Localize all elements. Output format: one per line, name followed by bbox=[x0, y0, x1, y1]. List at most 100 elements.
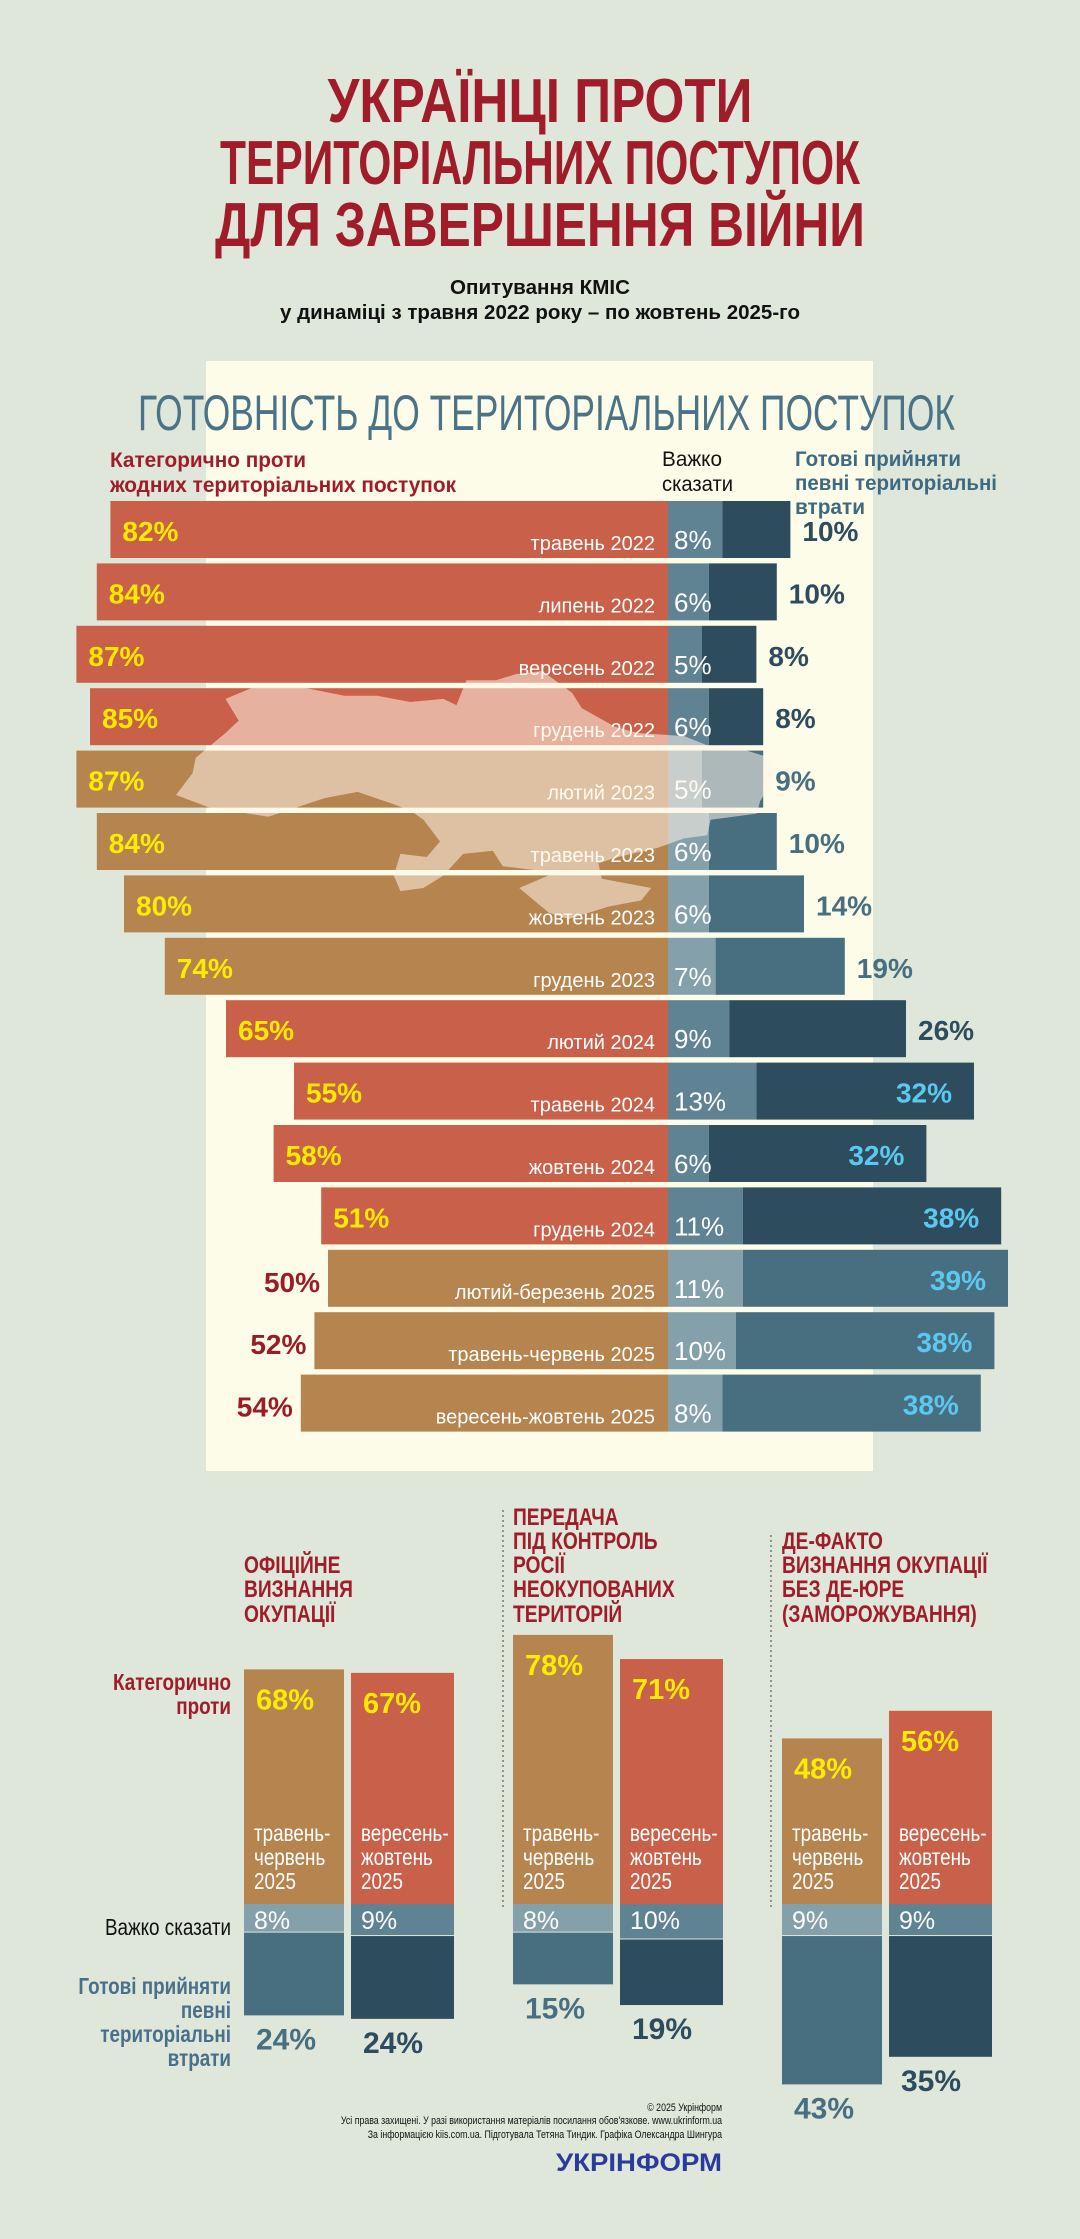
group-title-line: ВИЗНАННЯ ОКУПАЦІЇ bbox=[782, 1551, 988, 1579]
bar-hard-to-say bbox=[513, 1904, 613, 1932]
ukraine-map-icon bbox=[176, 671, 774, 919]
against-value-label: 58% bbox=[286, 1140, 342, 1171]
bar-against bbox=[620, 1659, 723, 1904]
hard-value-label: 8% bbox=[254, 1907, 290, 1935]
bar-against bbox=[273, 1125, 668, 1182]
bar-hard-to-say bbox=[668, 1125, 709, 1182]
ready-value-label: 38% bbox=[903, 1390, 959, 1421]
against-value-label: 78% bbox=[525, 1650, 583, 1682]
against-value-label: 51% bbox=[333, 1202, 389, 1233]
ready-value-label: 19% bbox=[857, 953, 913, 984]
group-title-line: БЕЗ ДЕ-ЮРЕ bbox=[782, 1575, 904, 1603]
bar-ready bbox=[722, 1374, 981, 1432]
bar-ready bbox=[620, 1939, 723, 2006]
ready-value-label: 8% bbox=[768, 641, 809, 672]
hard-value-label: 6% bbox=[674, 1149, 712, 1179]
bar-ready bbox=[702, 625, 757, 683]
ready-value-label: 24% bbox=[256, 2023, 316, 2056]
rights-notice: Усі права захищені. У разі використання … bbox=[341, 2115, 723, 2127]
legend-line: сказати bbox=[662, 473, 733, 496]
bar-hard-to-say bbox=[668, 937, 716, 995]
period-label-line: вересень- bbox=[899, 1821, 987, 1846]
bar-ready bbox=[244, 1932, 344, 2016]
period-label-line: 2025 bbox=[899, 1869, 941, 1894]
title-line: ДЛЯ ЗАВЕРШЕННЯ ВІЙНИ bbox=[215, 190, 865, 260]
period-label-line: 2025 bbox=[361, 1869, 403, 1894]
hard-value-label: 11% bbox=[674, 1211, 724, 1241]
period-label: лютий-березень 2025 bbox=[455, 1282, 655, 1304]
period-label: вересень 2022 bbox=[519, 658, 655, 680]
ready-value-label: 9% bbox=[775, 766, 816, 797]
legend-ready-line: Готові прийняти bbox=[78, 1974, 231, 1999]
period-label-line: червень bbox=[792, 1845, 863, 1870]
bar-hard-to-say bbox=[668, 1312, 736, 1370]
bottom-legend: Категорично проти Важко сказати Готові п… bbox=[78, 1670, 231, 2071]
bar-ready bbox=[513, 1932, 613, 1985]
hard-value-label: 8% bbox=[674, 1399, 712, 1429]
bar-against bbox=[321, 1187, 668, 1245]
legend-hard: Важко сказати bbox=[662, 448, 733, 496]
bar-against bbox=[164, 937, 669, 995]
source-notice: За інформацією kiis.com.ua. Підготувала … bbox=[368, 2129, 723, 2141]
bar-hard-to-say bbox=[668, 1249, 743, 1307]
hard-value-label: 6% bbox=[674, 587, 712, 617]
bar-ready bbox=[708, 875, 804, 933]
legend-line: втрати bbox=[795, 496, 865, 519]
bar-against bbox=[96, 563, 669, 621]
bar-row: вересень 2022 5% 87% 8% bbox=[76, 625, 809, 683]
bar-row: травень-червень 2025 10% 52% 38% bbox=[250, 1312, 995, 1370]
ready-value-label: 32% bbox=[896, 1078, 952, 1109]
bar-ready bbox=[782, 1936, 882, 2085]
bar-ready bbox=[708, 813, 777, 870]
group-title-line: РОСІЇ bbox=[513, 1551, 566, 1579]
against-value-label: 87% bbox=[88, 641, 144, 672]
bar-hard-to-say bbox=[668, 501, 723, 558]
bar-hard-to-say bbox=[668, 1000, 730, 1058]
period-label-line: вересень- bbox=[361, 1821, 449, 1846]
period-label: лютий 2024 bbox=[547, 1032, 655, 1054]
bar-against bbox=[110, 501, 668, 558]
bar-hard-to-say bbox=[668, 625, 702, 683]
legend-line: Категорично проти bbox=[110, 449, 306, 472]
bar-against bbox=[351, 1672, 454, 1904]
bar-hard-to-say bbox=[668, 1187, 743, 1245]
period-label-line: вересень- bbox=[630, 1821, 718, 1846]
bar-against bbox=[328, 1249, 668, 1307]
legend-ready-line: певні bbox=[181, 1998, 231, 2023]
bar-hard-to-say bbox=[620, 1904, 723, 1939]
bar-hard-to-say bbox=[889, 1904, 992, 1936]
bar-hard-to-say bbox=[668, 1374, 723, 1432]
bar-hard-to-say bbox=[244, 1904, 344, 1932]
bar-against bbox=[300, 1374, 668, 1432]
period-label: грудень 2023 bbox=[533, 970, 655, 992]
against-value-label: 71% bbox=[632, 1674, 690, 1706]
period-label: жовтень 2024 bbox=[529, 1157, 655, 1179]
subtitle-line: Опитування КМІС bbox=[450, 277, 630, 299]
bar-row: лютий-березень 2025 11% 50% 39% bbox=[264, 1249, 1008, 1307]
ready-value-label: 24% bbox=[363, 2027, 423, 2060]
period-label-line: 2025 bbox=[792, 1869, 834, 1894]
against-value-label: 65% bbox=[238, 1015, 294, 1046]
ukrinform-logo: УКРІНФОРМ bbox=[556, 2149, 722, 2177]
legend-line: певні територіальні bbox=[795, 472, 997, 495]
period-label-line: жовтень bbox=[899, 1845, 971, 1870]
group-title-line: ОКУПАЦІЇ bbox=[244, 1600, 336, 1628]
legend-ready: Готові прийняти певні територіальні втра… bbox=[795, 448, 997, 519]
bar-ready bbox=[756, 1062, 974, 1120]
period-label-line: травень- bbox=[523, 1821, 599, 1846]
bar-row: травень 2022 8% 82% 10% bbox=[110, 501, 859, 558]
bar-against bbox=[889, 1710, 992, 1904]
bar-hard-to-say bbox=[668, 875, 709, 933]
ready-value-label: 8% bbox=[775, 703, 816, 734]
